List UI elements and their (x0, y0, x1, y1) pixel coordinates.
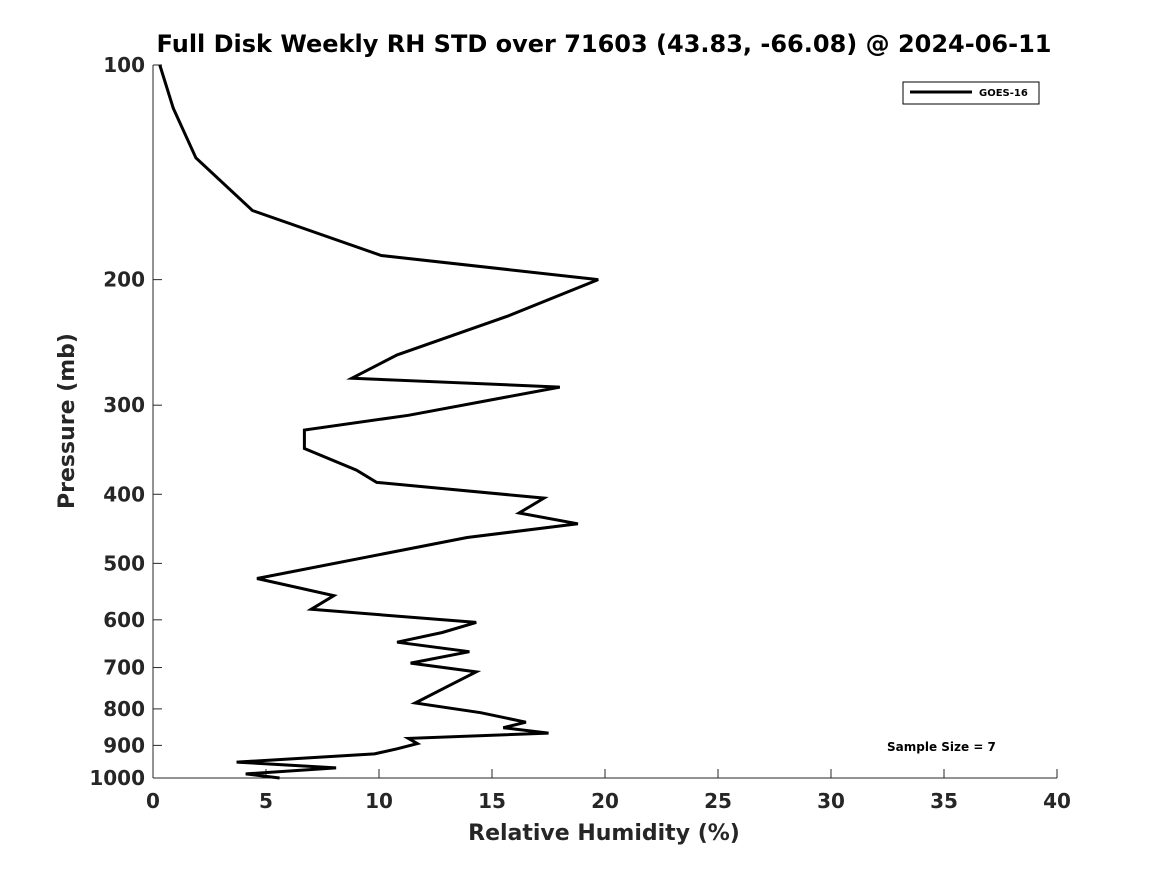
plot-frame (153, 65, 1057, 778)
x-tick-label: 30 (817, 789, 845, 813)
legend-entry-goes-16: GOES-16 (979, 88, 1028, 99)
x-tick-label: 40 (1043, 789, 1071, 813)
x-tick-label: 0 (146, 789, 160, 813)
y-ticks: 100 200 300 400 500 600 700 800 900 1000 (89, 53, 162, 790)
y-tick-label: 800 (103, 697, 145, 721)
legend: GOES-16 (902, 81, 1040, 105)
x-tick-label: 20 (591, 789, 619, 813)
y-tick-label: 900 (103, 733, 145, 757)
x-tick-label: 35 (930, 789, 958, 813)
y-tick-label: 100 (103, 53, 145, 77)
y-tick-label: 1000 (89, 766, 145, 790)
y-tick-label: 600 (103, 608, 145, 632)
x-tick-label: 15 (478, 789, 506, 813)
y-axis-label: Pressure (mb) (55, 333, 80, 509)
plot-area: 0 5 10 15 20 25 30 35 40 100 200 300 400 500 600 700 80… (89, 53, 1071, 813)
x-ticks: 0 5 10 15 20 25 30 35 40 (146, 769, 1071, 813)
chart-title: Full Disk Weekly RH STD over 71603 (43.8… (157, 30, 1052, 58)
y-tick-label: 400 (103, 482, 145, 506)
x-tick-label: 5 (259, 789, 273, 813)
y-tick-label: 200 (103, 268, 145, 292)
x-tick-label: 25 (704, 789, 732, 813)
sample-size-annotation: Sample Size = 7 (887, 740, 996, 754)
series-line-goes-16 (158, 64, 599, 780)
x-tick-label: 10 (365, 789, 393, 813)
y-tick-label: 500 (103, 551, 145, 575)
y-tick-label: 300 (103, 393, 145, 417)
x-axis-label: Relative Humidity (%) (468, 821, 740, 846)
y-tick-label: 700 (103, 656, 145, 680)
